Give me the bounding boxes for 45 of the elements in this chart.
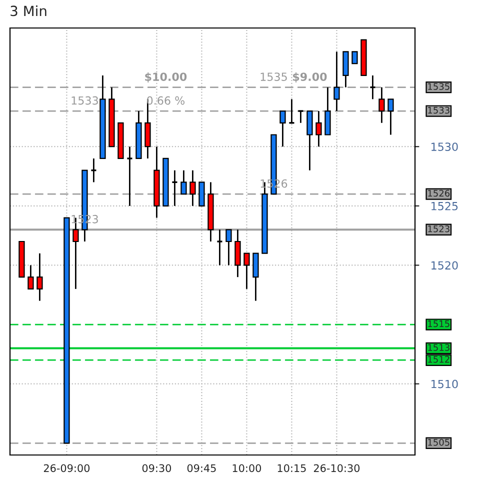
y-tick-label: 1525 (432, 202, 458, 210)
candlestick (280, 110, 286, 148)
candlestick (352, 51, 358, 64)
ref-line-label: 1535 (428, 83, 450, 90)
annotation: $10.00 (145, 72, 187, 82)
ref-line-label: 1513 (428, 344, 450, 351)
candlestick (252, 252, 259, 302)
x-tick-label: 09:30 (142, 464, 172, 472)
candlestick (226, 228, 232, 266)
ref-line-label: 1505 (428, 438, 450, 446)
x-tick-label: 10:00 (232, 464, 262, 472)
candlestick (36, 252, 43, 302)
x-tick-label: 10:15 (278, 464, 306, 472)
annotation: $9.00 (292, 72, 327, 82)
candlestick (244, 252, 250, 290)
candlestick (324, 86, 331, 136)
candlestick (388, 98, 394, 136)
ref-line-label: 1512 (428, 356, 450, 363)
candlestick (190, 170, 196, 207)
annotation: 1535 (260, 72, 287, 81)
ref-line-label: 1515 (428, 320, 450, 328)
candlestick (306, 110, 313, 172)
y-tick-label: 1520 (432, 261, 458, 270)
candlestick (180, 170, 187, 195)
candlestick (234, 228, 241, 278)
y-tick-label: 1510 (432, 380, 458, 388)
candlestick (28, 264, 34, 290)
x-tick-label: 26-10:30 (314, 464, 360, 472)
ref-line-label: 1523 (428, 225, 450, 232)
chart-title: 3 Min (10, 5, 46, 16)
candlestick (342, 51, 349, 88)
candlestick (297, 110, 304, 124)
candlestick (378, 86, 385, 124)
annotation: 0.66 % (147, 96, 184, 105)
annotation: 1533 (72, 96, 98, 105)
ref-line-label: 1526 (428, 190, 450, 197)
x-tick-label: 09:45 (187, 464, 216, 472)
y-tick-label: 1530 (432, 142, 458, 151)
ref-line-label: 1533 (428, 106, 450, 114)
x-tick-label: 26-09:00 (44, 464, 90, 472)
candlestick (334, 51, 340, 112)
candlestick (316, 110, 322, 148)
candlestick (216, 228, 224, 266)
candlestick (198, 182, 205, 206)
candlestick (126, 146, 134, 207)
